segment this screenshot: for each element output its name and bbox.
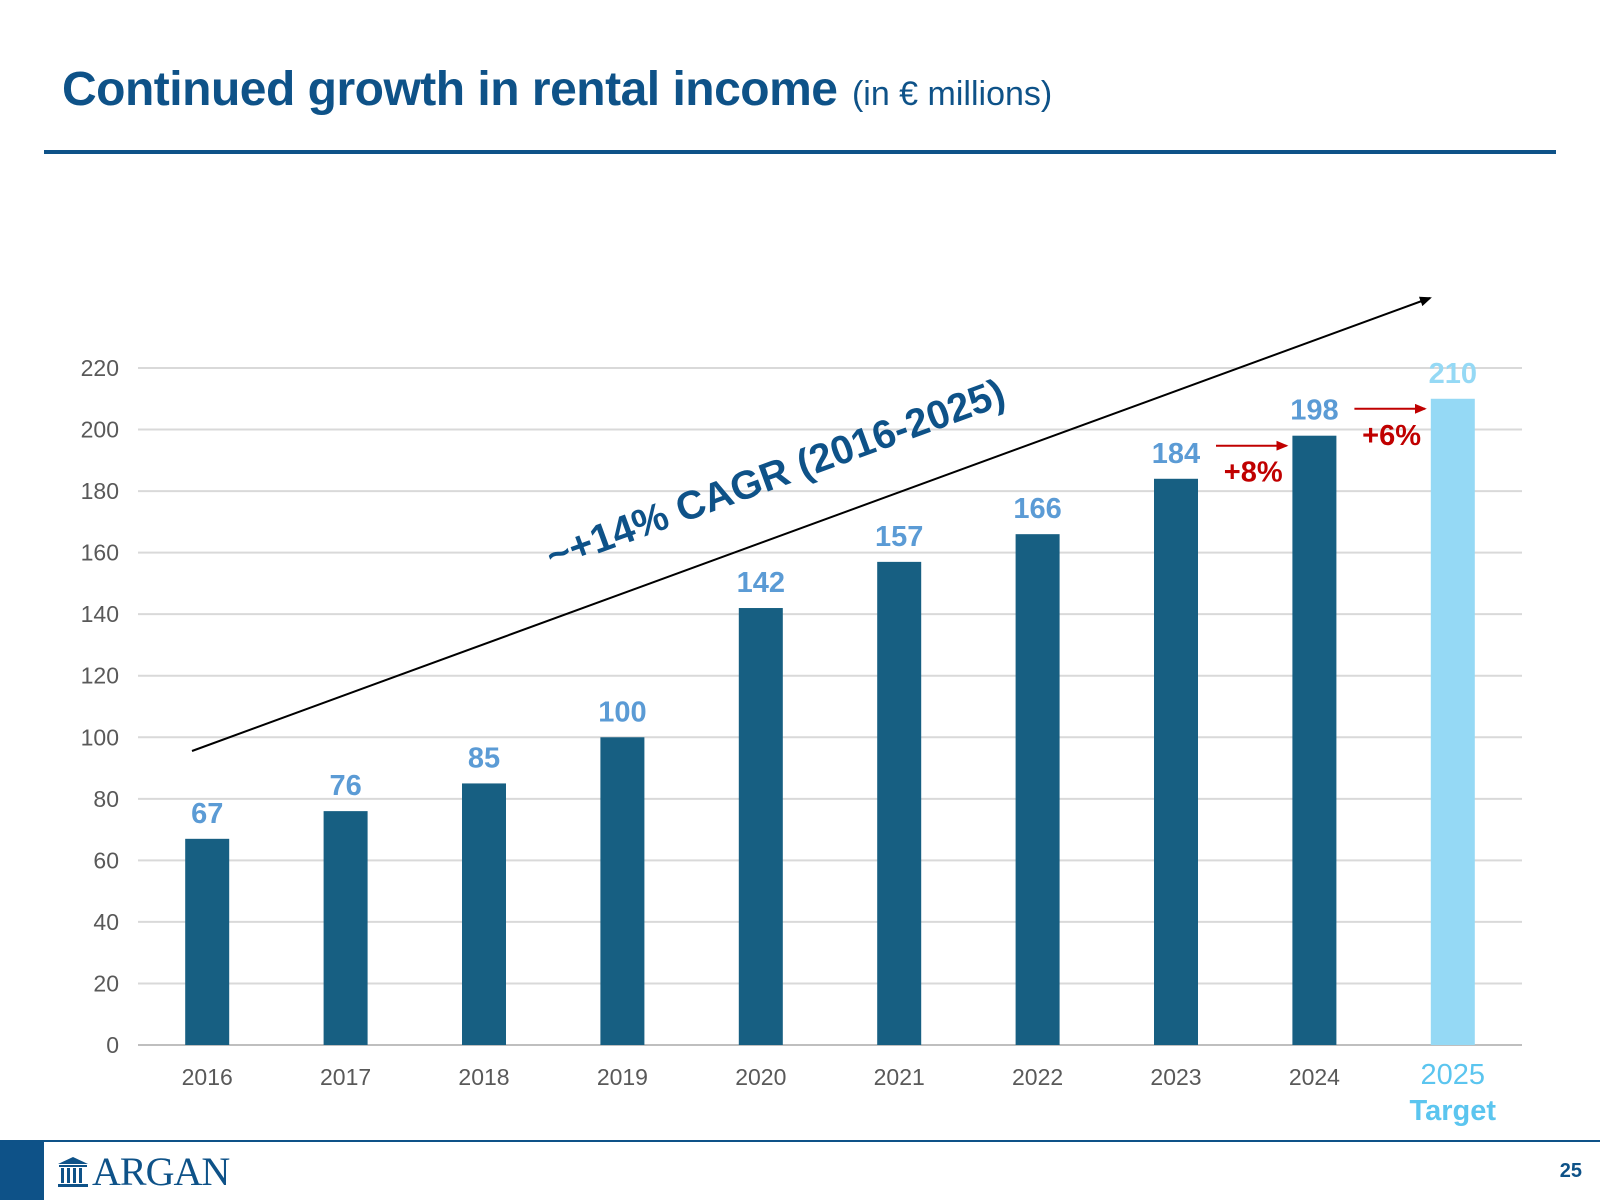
x-tick-label: 2022 [1012,1064,1063,1090]
data-label: 100 [598,696,646,728]
data-label: 67 [191,798,223,830]
bar-2021 [877,561,922,1045]
x-tick-label: 2025 [1421,1059,1486,1091]
y-tick-label: 220 [81,355,119,381]
growth-label: +6% [1362,420,1421,452]
y-tick-label: 80 [93,786,119,812]
x-tick-label: 2020 [735,1064,786,1090]
slide-title: Continued growth in rental income (in € … [62,62,1052,117]
bar-2016 [185,838,230,1045]
page-number: 25 [1559,1160,1582,1182]
bar-2025 [1430,398,1475,1046]
y-tick-label: 180 [81,478,119,504]
bar-2020 [738,608,783,1045]
growth-label: +8% [1224,457,1283,489]
bar-2018 [462,783,506,1045]
y-tick-label: 160 [81,540,119,566]
data-label: 166 [1013,493,1061,525]
y-tick-label: 20 [93,970,119,996]
data-label: 142 [737,567,785,599]
x-tick-label: 2017 [320,1064,371,1090]
y-tick-label: 40 [93,909,119,935]
y-tick-label: 60 [93,847,119,873]
rental-income-chart: 0 20 40 60 80 100 120 140 160 180 200 220 67 76 85 100… [81,296,1522,1127]
y-tick-label: 140 [81,601,119,627]
bar-2024 [1292,435,1337,1045]
target-label: Target [1410,1095,1497,1127]
data-label: 76 [329,770,361,802]
bar-2019 [600,737,645,1045]
footer-divider [0,1140,1600,1142]
cagr-annotation: ~+14% CAGR (2016-2025) [540,371,1010,579]
y-tick-label: 0 [106,1032,119,1058]
x-tick-label: 2019 [597,1064,648,1090]
data-label: 184 [1152,438,1200,470]
title-unit: (in € millions) [851,75,1053,113]
data-label: 85 [468,742,500,774]
title-main: Continued growth in rental income [62,63,838,116]
bar-2022 [1015,534,1060,1045]
y-tick-label: 120 [81,663,119,689]
data-label: 157 [875,521,923,553]
title-divider [44,150,1556,154]
y-tick-label: 200 [81,417,119,443]
x-tick-label: 2023 [1150,1064,1201,1090]
x-tick-label: 2018 [458,1064,509,1090]
x-tick-label: 2016 [182,1064,233,1090]
bar-2023 [1154,478,1198,1045]
logo-text: ARGAN [92,1149,230,1194]
argan-logo: ARGAN [56,1148,230,1194]
x-tick-label: 2024 [1289,1064,1340,1090]
x-tick-label: 2021 [874,1064,925,1090]
data-label: 198 [1290,395,1338,427]
footer-accent-block [0,1142,44,1200]
y-tick-label: 100 [81,724,119,750]
temple-logo-icon [58,1157,88,1187]
bar-2017 [323,811,368,1045]
data-label: 210 [1429,358,1477,390]
trend-arrow [191,296,1432,752]
